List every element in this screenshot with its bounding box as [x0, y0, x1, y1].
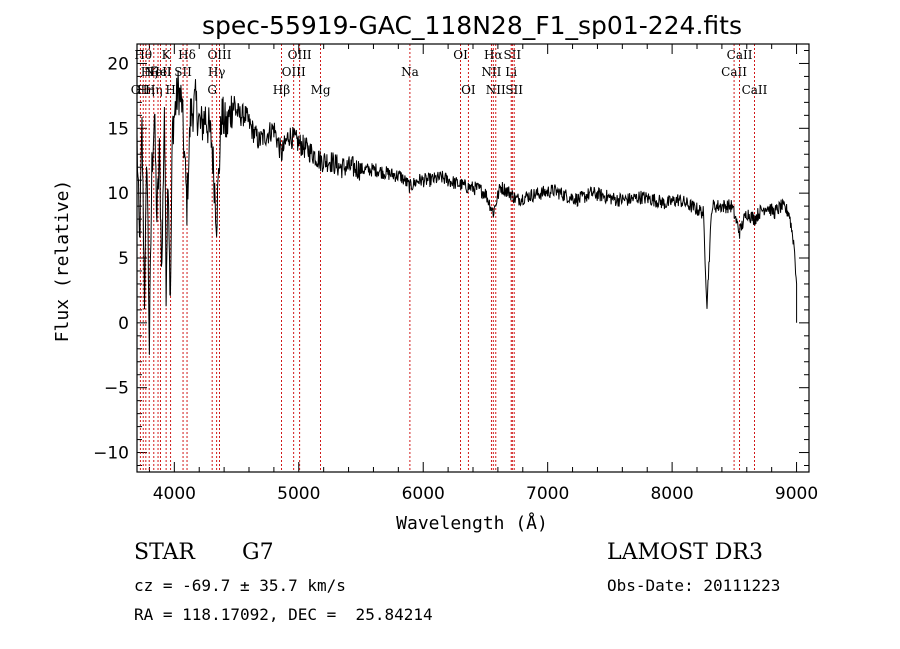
- spectral-line-label: Hδ: [178, 48, 196, 62]
- y-axis-label: Flux (relative): [52, 180, 73, 343]
- spectral-line-label: OIII: [288, 48, 312, 62]
- spectral-line-label: OI: [461, 83, 476, 97]
- spectral-line-label: OII: [131, 83, 151, 97]
- spectral-line-label: Hβ: [273, 83, 290, 97]
- survey-name: LAMOST DR3: [607, 540, 763, 565]
- flux-series-line: [136, 70, 798, 355]
- spectral-line-label: NeII: [144, 65, 171, 79]
- spectral-line-label: Na: [401, 65, 419, 79]
- coordinates: RA = 118.17092, DEC = 25.84214: [134, 605, 433, 624]
- x-tick-label: 5000: [277, 484, 320, 504]
- spectral-line-label: Li: [505, 65, 517, 79]
- spectral-line-label: K: [162, 48, 172, 62]
- spectral-line-label: CaII: [727, 48, 753, 62]
- spectral-line-label: Hα: [484, 48, 503, 62]
- spectral-line-label: Mg: [311, 83, 331, 97]
- spectral-line-label: G: [207, 83, 217, 97]
- redshift-value: cz = -69.7 ± 35.7 km/s: [134, 576, 346, 595]
- x-tick-label: 9000: [775, 484, 818, 504]
- spectral-line-label: OIII: [207, 48, 231, 62]
- observation-date: Obs-Date: 20111223: [607, 576, 781, 595]
- plot-frame: [136, 43, 810, 473]
- spectral-line-label: CaII: [742, 83, 768, 97]
- spectral-line-label: SII: [174, 65, 192, 79]
- spectral-line-label: CaII: [721, 65, 747, 79]
- x-tick-label: 6000: [402, 484, 445, 504]
- spectral-line-label: Hη: [145, 83, 163, 97]
- x-tick-label: 7000: [526, 484, 569, 504]
- object-class: STAR: [134, 540, 195, 565]
- spectral-line-label: SII: [505, 83, 523, 97]
- y-tick-label: 20: [107, 54, 129, 74]
- spectral-line-label: OI: [453, 48, 468, 62]
- spectral-line-label: OIII: [282, 65, 306, 79]
- spectral-line-label: Hθ: [134, 48, 152, 62]
- spectral-line-label: Hγ: [208, 65, 226, 79]
- spectral-line-label: NII: [486, 83, 506, 97]
- y-tick-label: 0: [118, 314, 129, 334]
- x-axis-label: Wavelength (Å): [396, 512, 548, 534]
- y-tick-label: 10: [107, 184, 129, 204]
- y-tick-label: 15: [107, 119, 129, 139]
- spectral-line-label: H: [165, 83, 175, 97]
- chart-title: spec-55919-GAC_118N28_F1_sp01-224.fits: [202, 11, 742, 40]
- object-subclass: G7: [242, 540, 274, 565]
- spectral-line-label: NII: [481, 65, 501, 79]
- spectral-line-label: HeI: [149, 65, 172, 79]
- x-tick-label: 4000: [153, 484, 196, 504]
- spectral-line-label: SII: [503, 48, 521, 62]
- y-tick-label: 5: [118, 249, 129, 269]
- y-tick-label: −5: [104, 379, 129, 399]
- y-tick-label: −10: [93, 444, 129, 464]
- spectral-line-label: Hη: [137, 83, 155, 97]
- x-tick-label: 8000: [650, 484, 693, 504]
